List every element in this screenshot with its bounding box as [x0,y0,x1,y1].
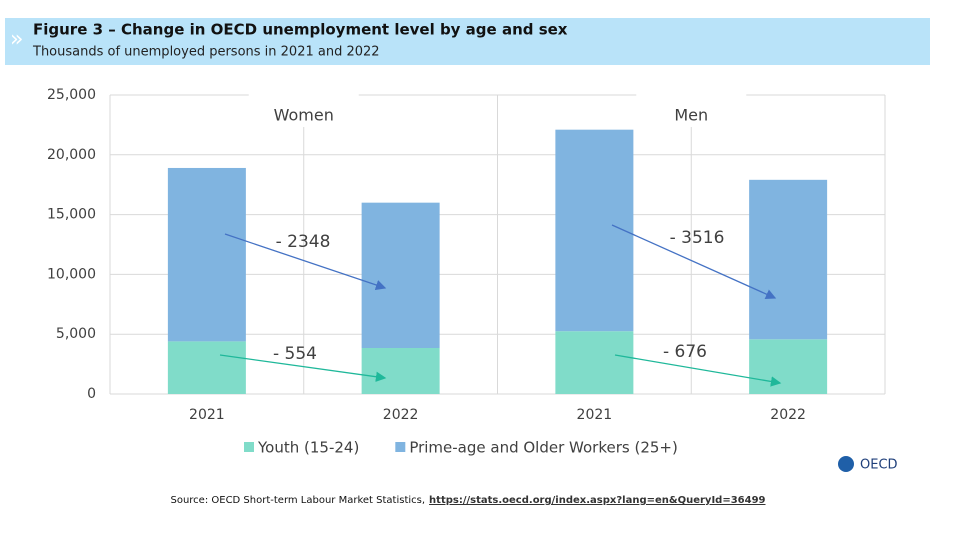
arrow [224,233,387,291]
bar-segment [167,167,246,342]
bar-segment [555,331,634,394]
header-band [5,18,930,65]
annotation: - 554 [273,344,317,364]
arrow [219,354,387,382]
arrow [614,354,782,387]
y-tick-label: 5,000 [56,326,96,342]
group-label-bg [636,91,747,127]
logo-text: OECD [860,458,898,473]
annotation: - 676 [663,342,707,362]
legend-swatch [244,442,254,452]
group-label: Men [674,106,708,125]
y-tick-label: 10,000 [47,266,96,282]
chart-title: Figure 3 – Change in OECD unemployment l… [33,21,568,39]
header-icon: » [10,27,23,52]
group-label: Women [274,106,334,125]
bar-segment [361,348,440,394]
source-link[interactable]: https://stats.oecd.org/index.aspx?lang=e… [429,495,765,506]
legend-swatch [395,442,406,452]
logo-globe [838,456,854,472]
annotation: - 2348 [276,232,331,252]
y-tick-label: 25,000 [47,87,96,103]
y-tick-label: 20,000 [47,147,96,163]
x-tick-label: 2021 [189,407,225,423]
bar-segment [749,179,828,340]
bar-segment [167,341,246,394]
chart-subtitle: Thousands of unemployed persons in 2021 … [32,45,380,60]
bar-segment [555,129,634,332]
bar-segment [361,202,440,349]
legend-label: Prime-age and Older Workers (25+) [409,439,678,457]
bar-segment [749,339,828,394]
annotation: - 3516 [670,228,725,248]
x-tick-label: 2021 [577,407,613,423]
arrow [611,224,777,300]
legend-label: Youth (15-24) [257,439,359,457]
x-tick-label: 2022 [770,407,806,423]
y-tick-label: 15,000 [47,207,96,223]
y-tick-label: 0 [87,386,96,402]
group-label-bg [248,91,359,127]
x-tick-label: 2022 [383,407,419,423]
source-text: Source: OECD Short-term Labour Market St… [170,495,425,506]
